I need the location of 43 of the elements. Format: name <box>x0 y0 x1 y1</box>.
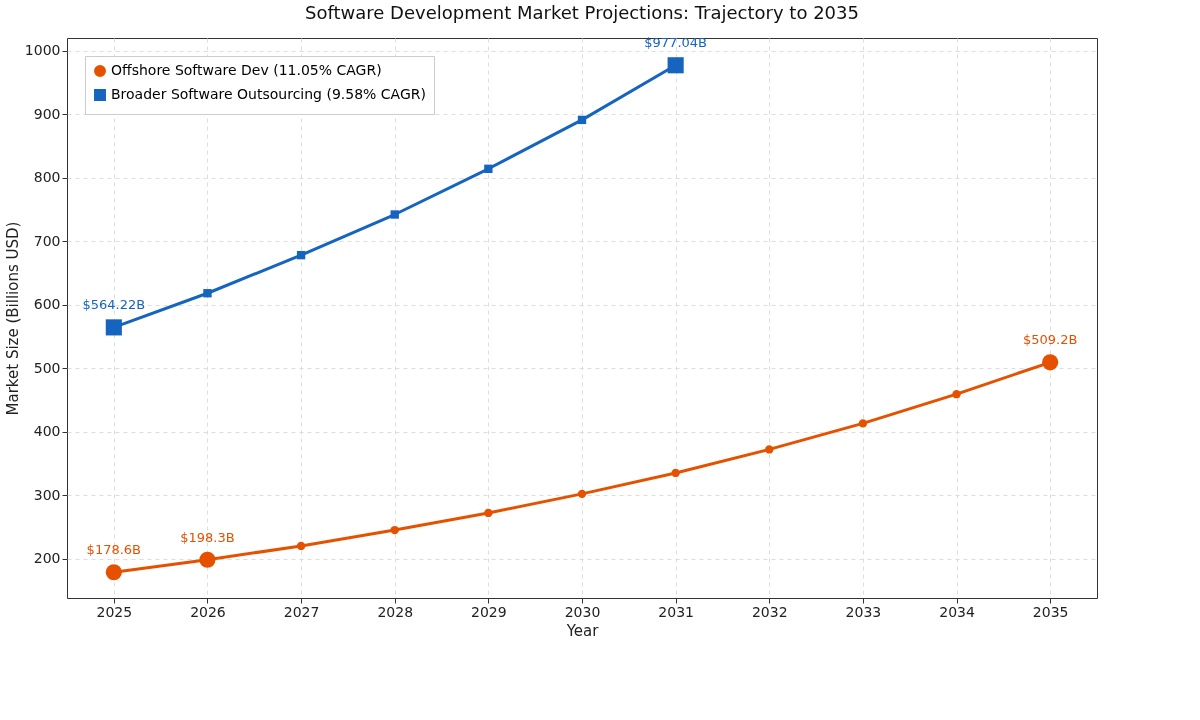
y-tick-label: 300 <box>33 486 61 503</box>
x-tick-label: 2033 <box>845 603 882 620</box>
y-axis-title: Market Size (Billions USD) <box>3 221 22 416</box>
point <box>577 489 587 499</box>
point <box>671 468 680 478</box>
point <box>484 508 493 518</box>
point <box>765 445 774 454</box>
x-tick-label: 2027 <box>283 603 320 620</box>
point <box>858 419 868 428</box>
point <box>577 115 587 125</box>
y-tick-label: 900 <box>33 105 61 122</box>
y-tick-label: 600 <box>33 296 61 313</box>
point <box>390 210 399 219</box>
x-tick-label: 2032 <box>751 603 788 620</box>
x-tick-label: 2028 <box>377 603 414 620</box>
y-tick-label: 1000 <box>24 42 61 59</box>
x-tick-label: 2025 <box>96 603 133 620</box>
annotation: $977.04B <box>644 35 707 51</box>
y-tick-label: 500 <box>33 359 61 376</box>
x-tick-label: 2035 <box>1032 603 1069 620</box>
point <box>296 541 306 551</box>
annotation: $198.3B <box>180 529 235 545</box>
annotation: $178.6B <box>86 542 142 558</box>
point <box>296 250 306 260</box>
point <box>203 289 212 298</box>
x-axis-title: Year <box>565 621 600 640</box>
y-tick-label: 400 <box>33 423 61 440</box>
y-tick-label: 800 <box>33 169 61 186</box>
annotation: $564.22B <box>82 297 146 313</box>
legend-label: Offshore Software Dev (11.05% CAGR) <box>111 62 382 78</box>
x-tick-label: 2034 <box>939 603 975 620</box>
legend-label: Broader Software Outsourcing (9.58% CAGR) <box>111 86 426 102</box>
point <box>952 390 961 399</box>
chart-title: Software Development Market Projections: Trajectory to 2035 <box>305 2 859 24</box>
point <box>484 164 493 173</box>
x-tick-label: 2031 <box>658 603 694 620</box>
x-tick-label: 2029 <box>471 603 507 620</box>
x-tick-label: 2026 <box>190 603 226 620</box>
y-tick-label: 200 <box>33 550 61 567</box>
point <box>390 525 399 535</box>
annotation: $509.2B <box>1022 332 1078 348</box>
x-tick-label: 2030 <box>564 603 601 620</box>
y-tick-label: 700 <box>33 232 61 249</box>
